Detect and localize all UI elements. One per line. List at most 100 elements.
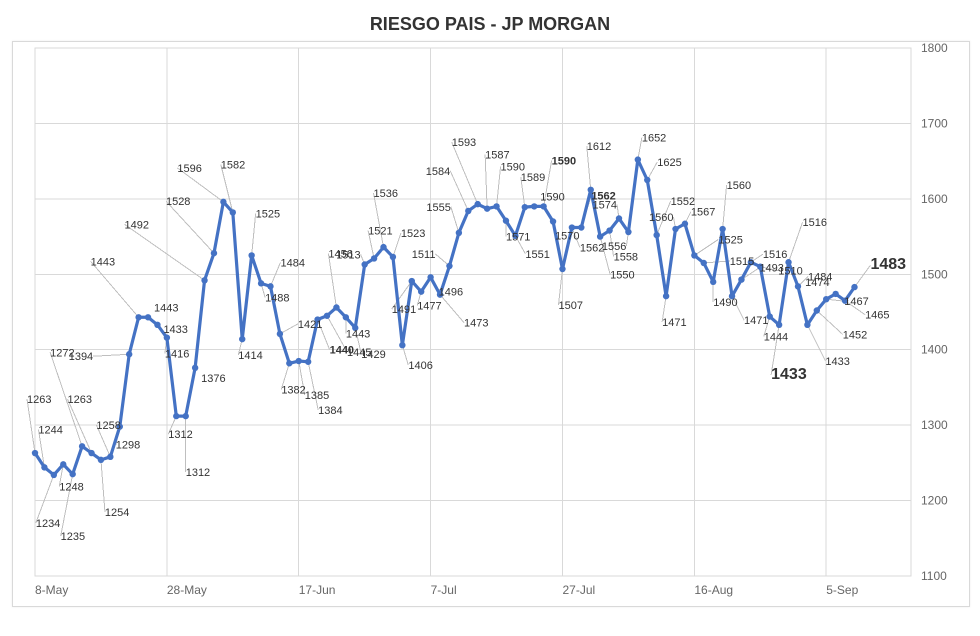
data-point-label: 1567 xyxy=(691,207,715,219)
data-point-marker xyxy=(220,199,226,205)
data-label-leader xyxy=(101,460,105,512)
data-label-leader xyxy=(450,171,468,211)
y-axis-tick-label: 1200 xyxy=(921,494,948,508)
data-point-marker xyxy=(390,254,396,260)
data-point-marker xyxy=(154,322,160,328)
data-point-label: 1551 xyxy=(525,249,549,261)
data-point-label: 1394 xyxy=(69,351,93,363)
data-point-label: 1465 xyxy=(865,310,889,322)
data-point-label: 1444 xyxy=(764,332,788,344)
data-label-leader xyxy=(451,207,459,233)
data-point-marker xyxy=(814,307,820,313)
data-point-label: 1490 xyxy=(713,297,737,309)
data-point-label: 1652 xyxy=(642,133,666,145)
data-point-label: 1312 xyxy=(168,429,192,441)
data-point-marker xyxy=(239,336,245,342)
data-point-marker xyxy=(663,293,669,299)
data-point-label: 1483 xyxy=(870,256,906,273)
data-point-marker xyxy=(719,226,725,232)
data-point-label: 1523 xyxy=(401,228,425,240)
y-axis-tick-label: 1300 xyxy=(921,418,948,432)
x-axis-tick-label: 27-Jul xyxy=(562,583,595,597)
data-point-marker xyxy=(51,472,57,478)
data-point-marker xyxy=(691,252,697,258)
data-point-marker xyxy=(88,450,94,456)
data-point-label: 1443 xyxy=(346,328,370,340)
data-point-marker xyxy=(333,304,339,310)
data-point-marker xyxy=(682,221,688,227)
data-point-marker xyxy=(795,283,801,289)
x-axis-tick-label: 7-Jul xyxy=(431,583,457,597)
data-point-marker xyxy=(531,203,537,209)
data-label-leader xyxy=(452,142,478,204)
data-point-marker xyxy=(597,233,603,239)
data-point-label: 1492 xyxy=(125,219,149,231)
data-point-label: 1382 xyxy=(281,384,305,396)
data-point-marker xyxy=(456,230,462,236)
data-point-label: 1474 xyxy=(805,277,829,289)
data-point-marker xyxy=(305,359,311,365)
data-point-label: 1298 xyxy=(116,440,140,452)
data-point-marker xyxy=(672,226,678,232)
data-point-label: 1484 xyxy=(280,257,304,269)
data-label-leader xyxy=(789,222,803,262)
data-point-marker xyxy=(60,461,66,467)
data-point-label: 1582 xyxy=(221,159,245,171)
data-point-label: 1511 xyxy=(412,249,436,261)
data-label-leader xyxy=(36,475,54,523)
data-point-label: 1560 xyxy=(649,212,673,224)
data-point-label: 1376 xyxy=(201,373,225,385)
data-point-label: 1491 xyxy=(392,304,416,316)
data-point-label: 1421 xyxy=(298,319,322,331)
data-point-marker xyxy=(418,288,424,294)
data-point-label: 1452 xyxy=(843,329,867,341)
data-point-marker xyxy=(465,208,471,214)
data-label-leader xyxy=(440,295,464,323)
data-point-label: 1528 xyxy=(166,196,190,208)
chart-plot-area: 110012001300140015001600170018008-May28-… xyxy=(12,41,970,607)
data-point-marker xyxy=(503,218,509,224)
data-label-leader xyxy=(694,239,718,255)
data-point-label: 1584 xyxy=(426,166,450,178)
x-axis-tick-label: 16-Aug xyxy=(694,583,733,597)
x-axis-tick-label: 28-May xyxy=(167,583,207,597)
data-point-label: 1496 xyxy=(439,286,463,298)
data-point-marker xyxy=(324,313,330,319)
data-label-leader xyxy=(308,362,318,410)
data-point-marker xyxy=(69,471,75,477)
data-point-marker xyxy=(173,413,179,419)
data-point-marker xyxy=(635,156,641,162)
data-point-marker xyxy=(832,291,838,297)
data-point-marker xyxy=(248,252,254,258)
data-point-marker xyxy=(804,322,810,328)
data-point-label: 1488 xyxy=(265,292,289,304)
data-point-label: 1513 xyxy=(336,249,360,261)
data-label-leader xyxy=(807,325,825,361)
data-point-marker xyxy=(296,358,302,364)
data-point-label: 1516 xyxy=(763,249,787,261)
data-point-label: 1258 xyxy=(96,420,120,432)
chart-title: RIESGO PAIS - JP MORGAN xyxy=(12,14,968,35)
data-point-marker xyxy=(286,360,292,366)
data-point-marker xyxy=(644,177,650,183)
data-point-label: 1510 xyxy=(778,266,802,278)
data-point-label: 1443 xyxy=(91,256,115,268)
data-point-label: 1254 xyxy=(105,507,129,519)
data-point-marker xyxy=(616,215,622,221)
data-label-leader xyxy=(393,233,401,257)
data-point-marker xyxy=(98,457,104,463)
data-point-label: 1416 xyxy=(165,349,189,361)
y-axis-tick-label: 1400 xyxy=(921,343,948,357)
data-point-marker xyxy=(371,255,377,261)
data-point-label: 1612 xyxy=(587,141,611,153)
data-point-marker xyxy=(258,280,264,286)
data-point-label: 1477 xyxy=(417,301,441,313)
data-point-marker xyxy=(79,443,85,449)
data-point-label: 1263 xyxy=(27,394,51,406)
data-point-marker xyxy=(41,464,47,470)
y-axis-tick-label: 1600 xyxy=(921,192,948,206)
data-point-label: 1244 xyxy=(38,424,62,436)
y-axis-tick-label: 1800 xyxy=(921,42,948,55)
data-label-leader xyxy=(485,155,487,209)
data-point-marker xyxy=(192,365,198,371)
